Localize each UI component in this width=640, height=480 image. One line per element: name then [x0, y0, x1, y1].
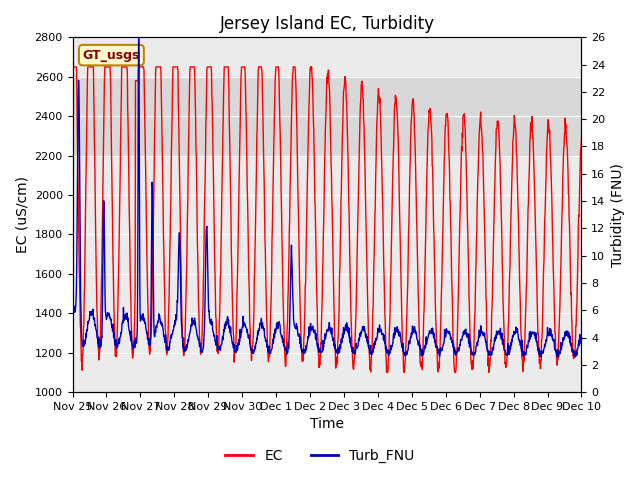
X-axis label: Time: Time	[310, 418, 344, 432]
Title: Jersey Island EC, Turbidity: Jersey Island EC, Turbidity	[220, 15, 435, 33]
Text: GT_usgs: GT_usgs	[83, 48, 140, 61]
Bar	[72, 77, 582, 156]
Legend: EC, Turb_FNU: EC, Turb_FNU	[220, 443, 420, 468]
Y-axis label: EC (uS/cm): EC (uS/cm)	[15, 176, 29, 253]
Y-axis label: Turbidity (FNU): Turbidity (FNU)	[611, 163, 625, 267]
